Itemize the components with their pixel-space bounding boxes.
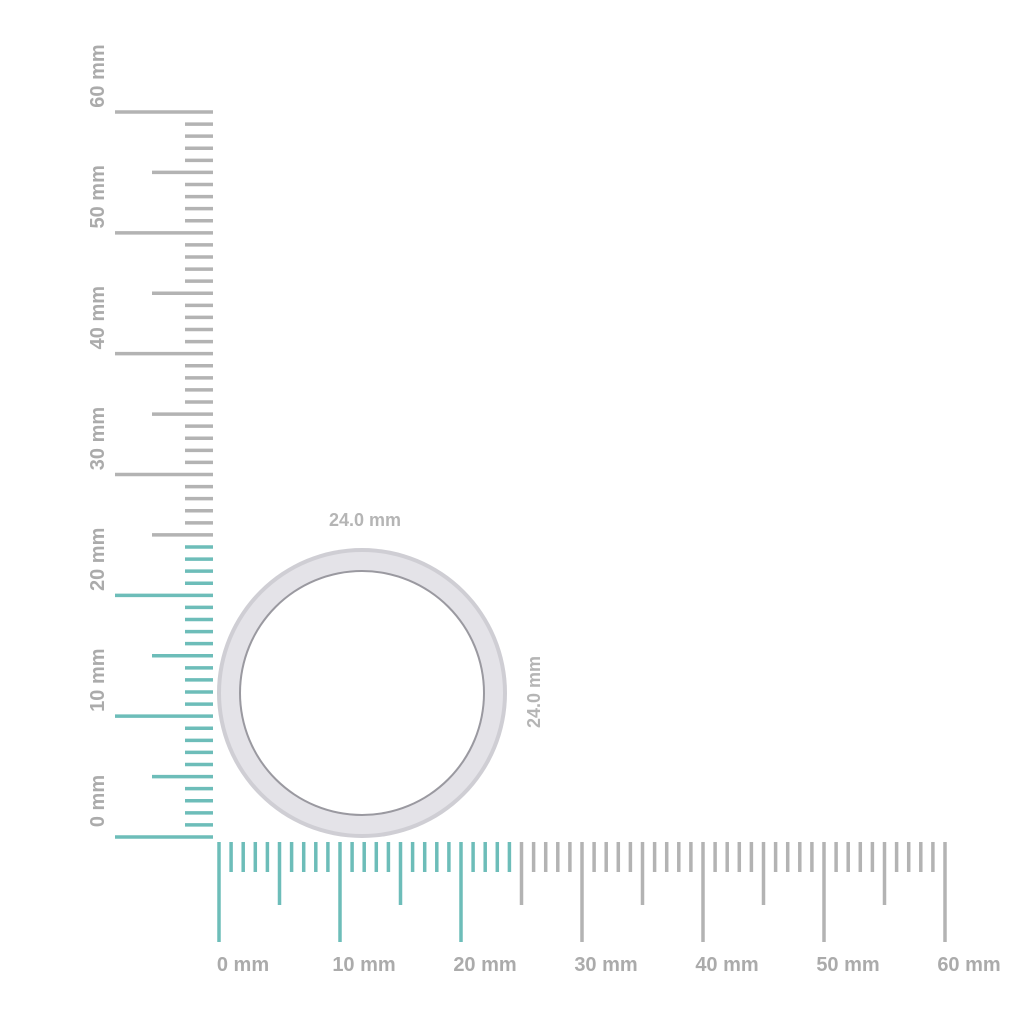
v-label-20mm: 20 mm bbox=[87, 528, 109, 591]
h-label-30mm: 30 mm bbox=[574, 954, 637, 976]
vertical-ruler bbox=[115, 110, 213, 839]
v-label-10mm: 10 mm bbox=[87, 648, 109, 711]
h-label-50mm: 50 mm bbox=[816, 954, 879, 976]
v-label-60mm: 60 mm bbox=[87, 44, 109, 107]
horizontal-ruler bbox=[217, 842, 947, 942]
h-label-10mm: 10 mm bbox=[332, 954, 395, 976]
h-label-60mm: 60 mm bbox=[937, 954, 1000, 976]
ring-height-label: 24.0 mm bbox=[524, 656, 544, 728]
h-label-20mm: 20 mm bbox=[453, 954, 516, 976]
v-label-40mm: 40 mm bbox=[87, 286, 109, 349]
vertical-ruler-labels: 0 mm 10 mm 20 mm 30 mm 40 mm 50 mm 60 mm bbox=[87, 44, 109, 827]
h-label-0mm: 0 mm bbox=[217, 954, 269, 976]
ring-width-label: 24.0 mm bbox=[329, 510, 401, 530]
ring-image bbox=[217, 548, 507, 838]
ring-hole bbox=[241, 572, 483, 814]
v-label-50mm: 50 mm bbox=[87, 165, 109, 228]
h-label-40mm: 40 mm bbox=[695, 954, 758, 976]
horizontal-ruler-labels: 0 mm 10 mm 20 mm 30 mm 40 mm 50 mm 60 mm bbox=[217, 954, 1001, 976]
v-label-0mm: 0 mm bbox=[87, 775, 109, 827]
v-label-30mm: 30 mm bbox=[87, 407, 109, 470]
